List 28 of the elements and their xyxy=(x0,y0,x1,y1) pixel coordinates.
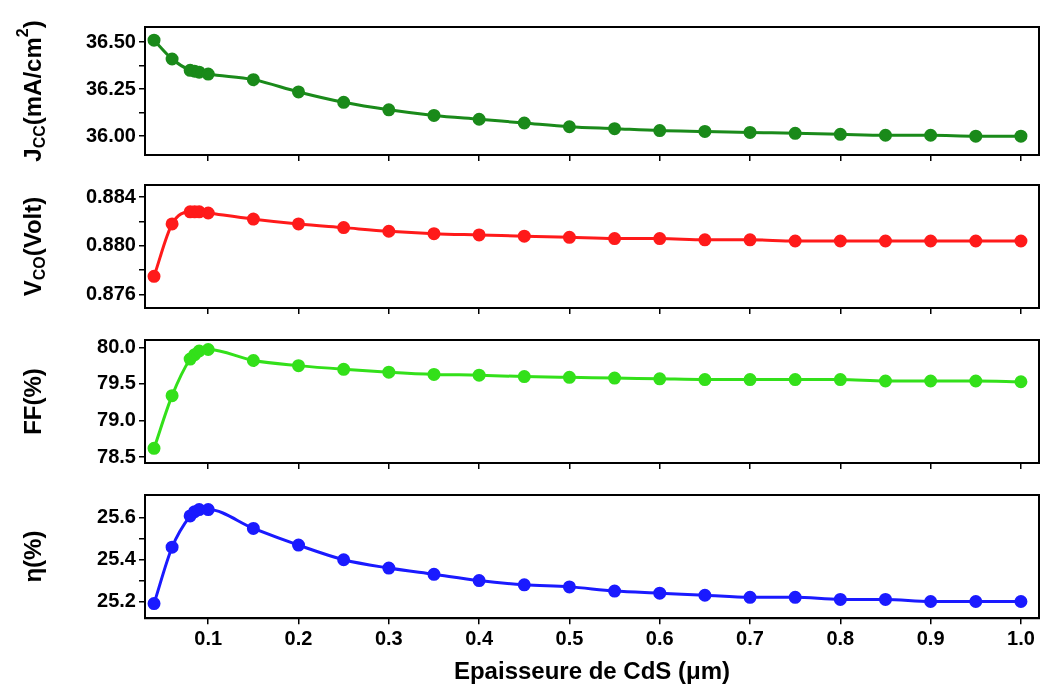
y-tick-label: 0.876 xyxy=(85,282,136,305)
y-tick-label: 36.25 xyxy=(85,76,136,99)
y-tick-label: 25.6 xyxy=(97,505,136,528)
x-tick-label: 0.7 xyxy=(736,626,764,649)
x-tick-label: 0.2 xyxy=(284,626,313,649)
x-tick-label: 0.4 xyxy=(465,626,494,649)
y-tick-label: 79.0 xyxy=(97,408,136,431)
x-tick-label: 0.1 xyxy=(194,626,223,649)
y-axis-title: JCC(mA/cm2) xyxy=(14,20,49,162)
y-axis-title: VCO(Volt) xyxy=(18,196,49,297)
x-tick-label: 0.9 xyxy=(916,626,945,649)
y-axis-title: η(%) xyxy=(18,530,46,583)
y-tick-label: 79.5 xyxy=(97,371,136,394)
y-tick-label: 0.880 xyxy=(85,233,136,256)
x-tick-label: 0.5 xyxy=(555,626,584,649)
y-tick-label: 25.4 xyxy=(97,547,137,570)
y-tick-label: 0.884 xyxy=(85,184,137,207)
x-tick-label: 1.0 xyxy=(1007,626,1035,649)
x-tick-label: 0.8 xyxy=(826,626,855,649)
x-tick-label: 0.6 xyxy=(645,626,674,649)
x-tick-label: 0.3 xyxy=(374,626,403,649)
x-axis-title: Epaisseure de CdS (μm) xyxy=(453,657,731,685)
y-tick-label: 80.0 xyxy=(97,334,136,357)
y-tick-label: 36.50 xyxy=(85,29,136,52)
y-axis-title: FF(%) xyxy=(18,368,46,435)
y-tick-label: 25.2 xyxy=(97,589,136,612)
y-tick-label: 78.5 xyxy=(97,444,136,467)
y-tick-label: 36.00 xyxy=(85,123,136,146)
